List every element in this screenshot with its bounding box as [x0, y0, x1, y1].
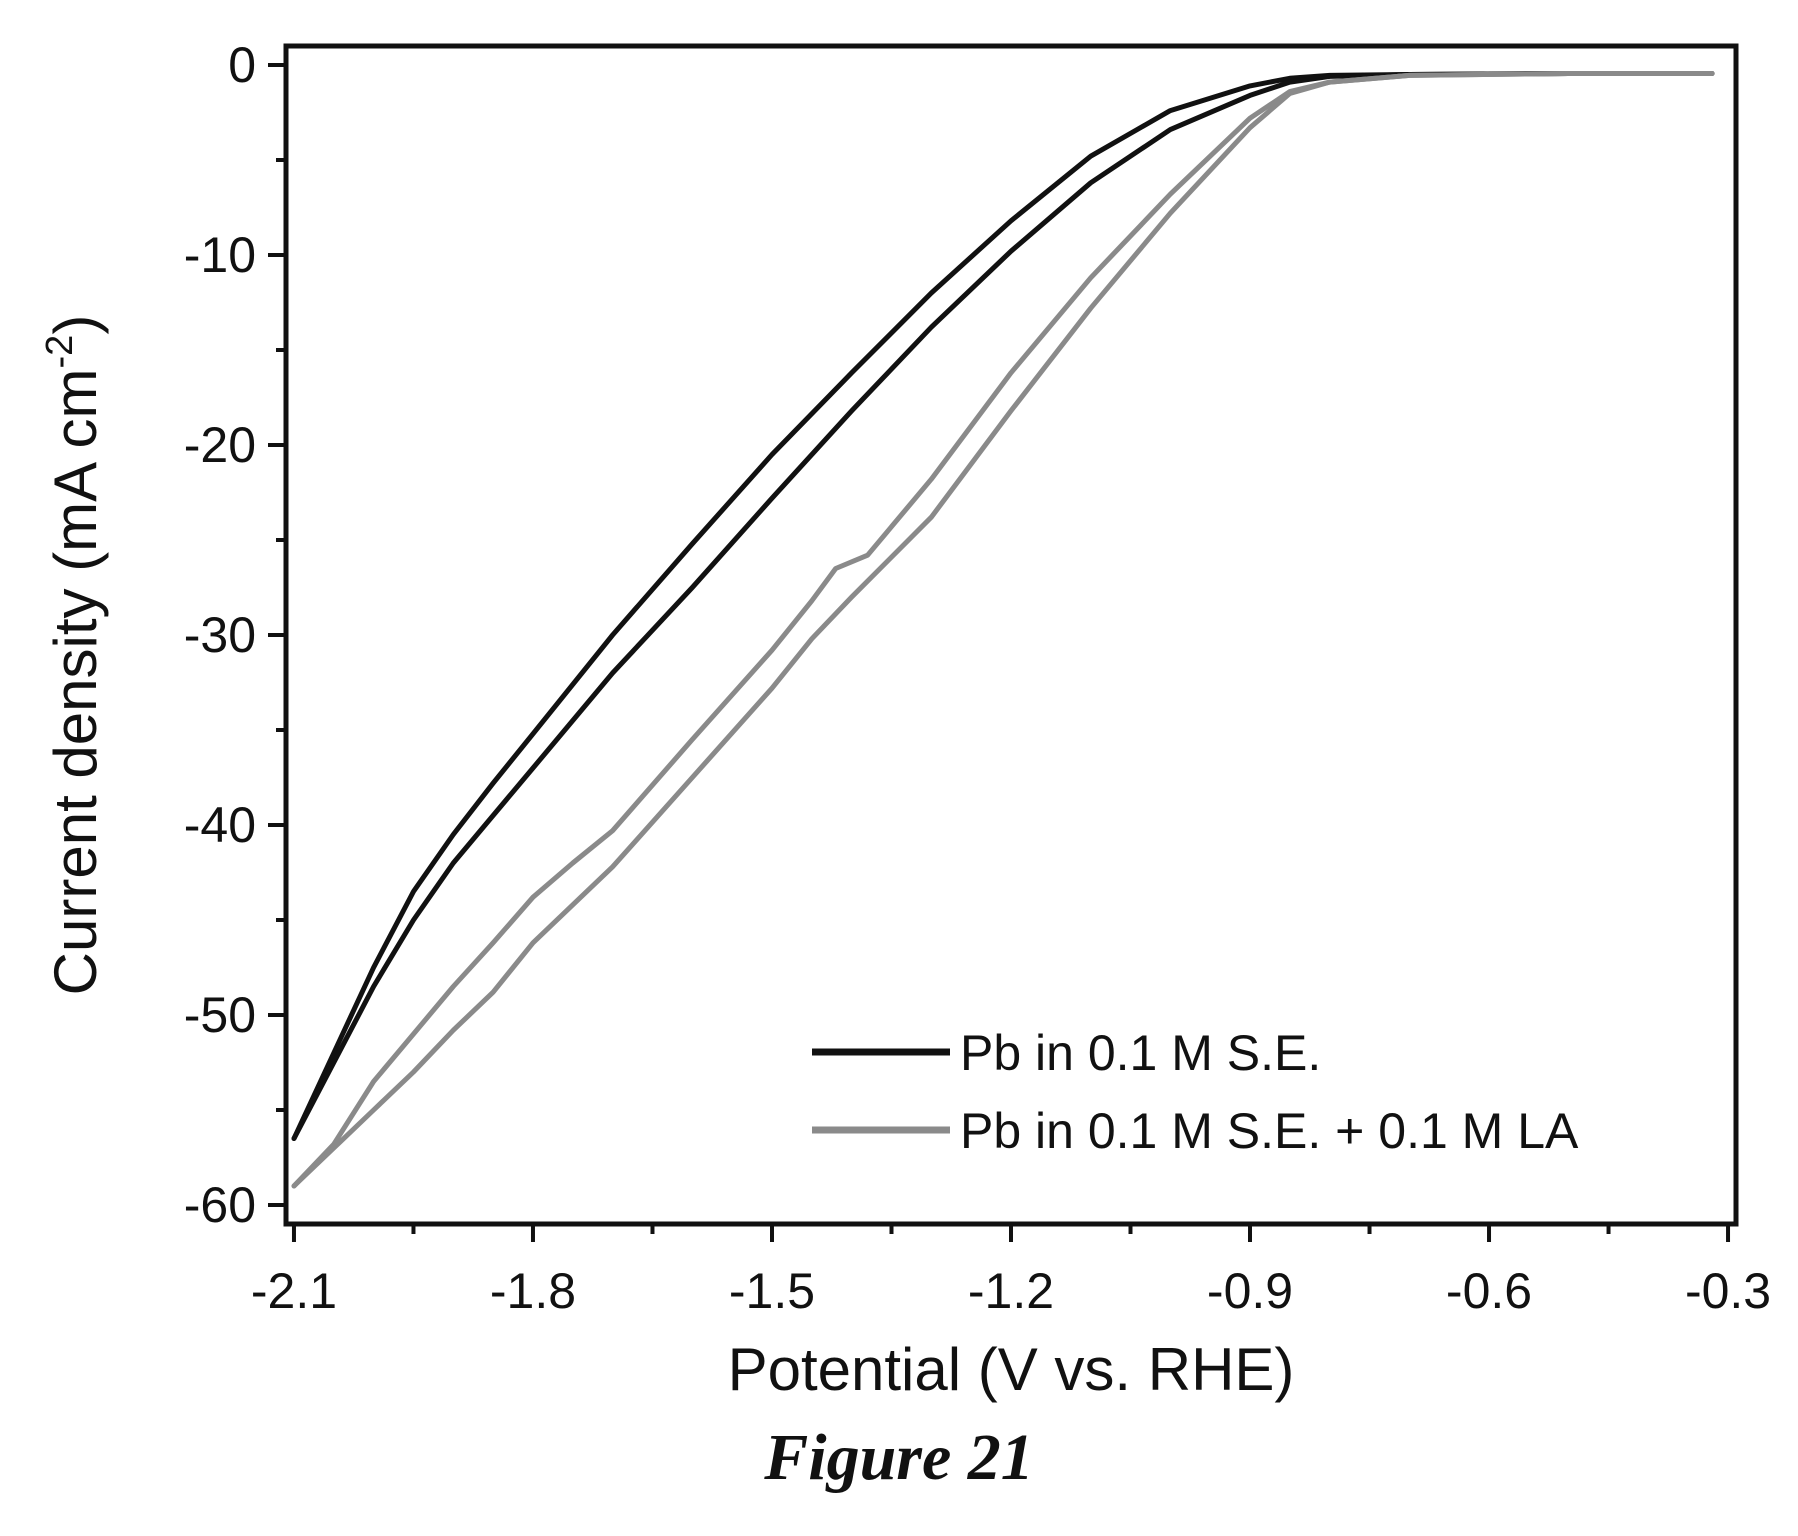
- series-line-2: [291, 71, 1715, 1189]
- x-tick-label: -0.6: [1446, 1263, 1532, 1319]
- x-tick-label: -1.5: [729, 1263, 815, 1319]
- y-axis-title-close: ): [42, 315, 109, 335]
- y-tick-label: -10: [184, 227, 256, 283]
- legend: Pb in 0.1 M S.E. Pb in 0.1 M S.E. + 0.1 M…: [812, 1025, 1579, 1159]
- x-axis-title: Potential (V vs. RHE): [728, 1336, 1295, 1403]
- x-tick-label: -0.9: [1207, 1263, 1293, 1319]
- x-tick-label: -1.2: [968, 1263, 1054, 1319]
- y-tick-label: -20: [184, 417, 256, 473]
- series-line-2: [291, 71, 1715, 1189]
- x-tick-label: -1.8: [490, 1263, 576, 1319]
- y-axis-title-main: Current density (mA cm: [42, 368, 109, 995]
- plot-area-frame: [283, 43, 1739, 1227]
- tick-labels: -2.1 -1.8 -1.5 -1.2 -0.9 -0.6 -0.3 0 -10 -20 -30 -4…: [184, 37, 1771, 1319]
- y-tick-label: -30: [184, 607, 256, 663]
- y-tick-label: 0: [228, 37, 256, 93]
- x-tick-label: -2.1: [251, 1263, 337, 1319]
- series-group: [291, 71, 1715, 1189]
- y-axis-title: Current density (mA cm-2): [39, 315, 109, 996]
- legend-label-1: Pb in 0.1 M S.E.: [960, 1025, 1321, 1081]
- legend-label-2: Pb in 0.1 M S.E. + 0.1 M LA: [960, 1103, 1579, 1159]
- y-tick-label: -60: [184, 1177, 256, 1233]
- x-tick-label: -0.3: [1685, 1263, 1771, 1319]
- y-tick-label: -40: [184, 797, 256, 853]
- y-axis-title-superscript: -2: [39, 335, 81, 369]
- series-line-1: [291, 71, 1715, 1141]
- y-tick-label: -50: [184, 987, 256, 1043]
- figure-caption: Figure 21: [764, 1421, 1034, 1494]
